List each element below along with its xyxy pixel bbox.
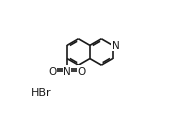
Text: HBr: HBr <box>31 87 52 97</box>
Text: O: O <box>77 66 85 76</box>
Text: O: O <box>49 66 57 76</box>
Text: N: N <box>63 66 71 76</box>
Text: N: N <box>112 41 119 51</box>
